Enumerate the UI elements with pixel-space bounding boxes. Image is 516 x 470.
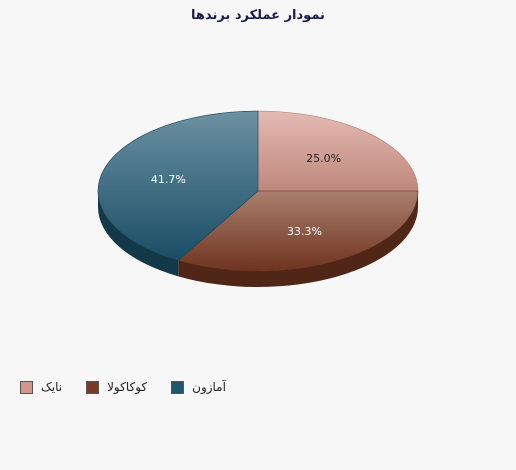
pie-slice-label-0: 25.0% — [306, 152, 341, 165]
pie-slice-1 — [177, 190, 419, 272]
pie-slice-2 — [97, 110, 259, 261]
pie-slice-label-1: 33.3% — [287, 225, 322, 238]
legend-item-nike: نایک — [20, 380, 62, 394]
legend-label-amazon: آمازون — [192, 380, 226, 394]
legend-item-amazon: آمازون — [171, 380, 226, 394]
legend-item-cocacola: کوکاکولا — [86, 380, 147, 394]
legend-swatch-cocacola — [86, 380, 100, 394]
legend-label-nike: نایک — [41, 380, 63, 394]
legend-label-cocacola: کوکاکولا — [107, 380, 148, 394]
pie-slice-0 — [257, 110, 419, 192]
legend: نایک کوکاکولا آمازون — [20, 378, 226, 396]
pie-slice-side-2 — [97, 191, 179, 277]
chart-title: نمودار عملکرد برندها — [191, 8, 325, 23]
pie-slice-label-2: 41.7% — [151, 173, 186, 186]
pie-slice-side-1 — [178, 191, 418, 287]
legend-swatch-amazon — [171, 380, 185, 394]
legend-swatch-nike — [20, 380, 33, 394]
